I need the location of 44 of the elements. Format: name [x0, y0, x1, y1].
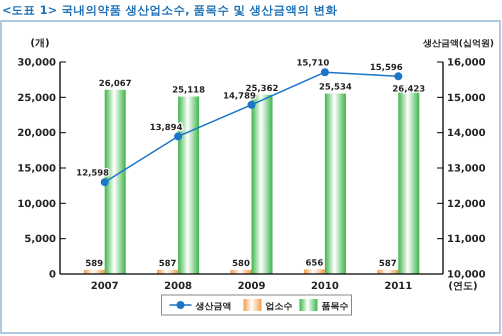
y2-tick-label: 16,000: [447, 58, 486, 68]
data-label: 15,710: [296, 58, 330, 69]
legend-label: 품목수: [322, 302, 348, 312]
data-label: 25,534: [318, 82, 352, 93]
point: [394, 72, 402, 80]
data-label: 587: [158, 258, 177, 269]
y2-tick-label: 15,000: [447, 92, 486, 104]
data-label: 656: [306, 258, 324, 268]
y-axis-title: (개): [30, 38, 50, 49]
y-tick-label: 10,000: [17, 198, 56, 210]
x-tick-label: 2011: [384, 281, 412, 292]
x-tick-label: 2010: [310, 281, 339, 292]
data-label: 589: [85, 258, 104, 269]
y2-tick-label: 12,000: [447, 198, 486, 210]
bar: [324, 94, 346, 274]
y-tick-label: 15,000: [17, 164, 56, 174]
data-label: 25,118: [172, 86, 206, 96]
legend-label: 업소수: [266, 302, 292, 312]
data-label: 25,362: [246, 84, 278, 94]
point: [248, 100, 256, 109]
x-tick-label: 2007: [90, 281, 119, 292]
y2-tick-label: 13,000: [447, 164, 486, 174]
y-tick-label: 30,000: [17, 58, 56, 68]
data-label: 580: [232, 258, 250, 269]
chart-title: <도표 1> 국내의약품 생산업소수, 품목수 및 생산금액의 변화: [2, 3, 338, 17]
y-tick-label: 20,000: [17, 128, 56, 140]
y2-tick-label: 14,000: [447, 128, 486, 140]
y2-axis-title: 생산금액(십억원): [422, 39, 494, 49]
x-tick-label: 2009: [238, 281, 266, 292]
legend-label: 생산금액: [194, 302, 232, 312]
data-label: 15,596: [370, 62, 403, 73]
data-label: 26,067: [98, 78, 132, 89]
y2-tick-label: 11,000: [447, 234, 486, 246]
data-label: 14,789: [223, 91, 256, 102]
x-tick-label: 2008: [164, 281, 192, 292]
data-label: 587: [378, 258, 397, 269]
y-tick-label: 5,000: [24, 234, 56, 246]
point: [100, 178, 109, 186]
y-tick-label: 25,000: [17, 92, 56, 104]
point: [320, 68, 329, 76]
x-axis-title: (연도): [448, 281, 478, 292]
y2-tick-label: 10,000: [447, 270, 486, 280]
y-tick-label: 0: [49, 270, 56, 280]
point: [174, 132, 182, 140]
